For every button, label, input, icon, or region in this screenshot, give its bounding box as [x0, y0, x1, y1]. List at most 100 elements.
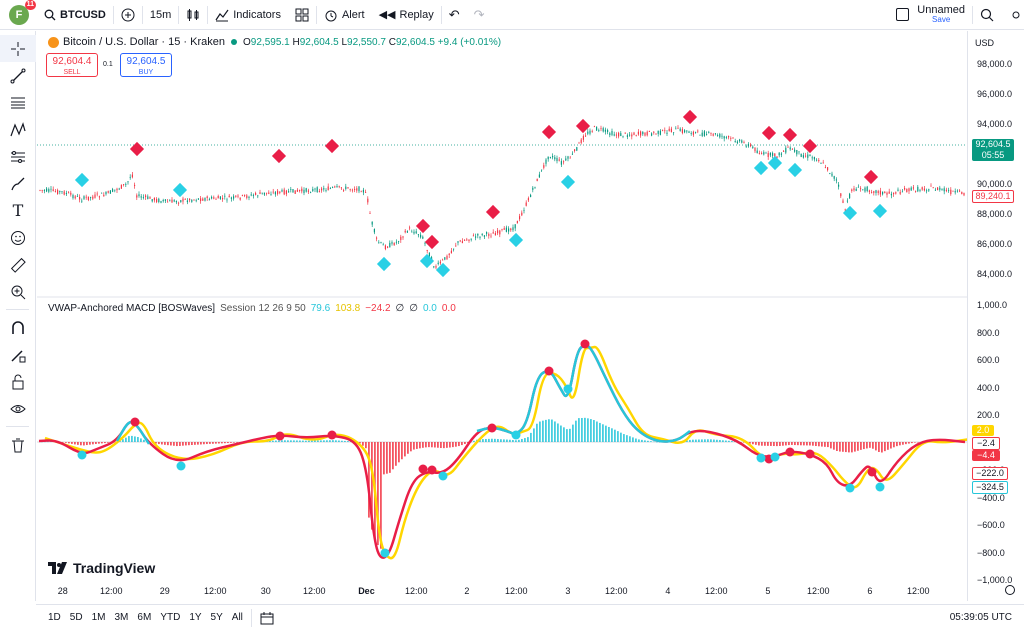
replay-button[interactable]: ◀◀ Replay [378, 8, 434, 22]
histogram-bar [398, 442, 400, 463]
lock-drawings-tool[interactable] [0, 368, 36, 395]
price-axis[interactable] [967, 31, 1024, 601]
candle-body [140, 196, 142, 198]
range-button-6m[interactable]: 6M [137, 612, 152, 623]
candle-body [222, 198, 224, 200]
candle-body [772, 153, 774, 156]
buy-signal-diamond [787, 162, 803, 178]
layout-button[interactable]: Unnamed Save [889, 0, 972, 30]
chart-type-button[interactable] [179, 0, 207, 30]
goto-realtime-icon[interactable] [1005, 585, 1015, 595]
divider [112, 5, 114, 24]
trend-line-tool[interactable] [0, 62, 36, 89]
text-tool[interactable]: T [0, 197, 36, 224]
measure-tool[interactable] [0, 251, 36, 278]
histogram-bar [629, 436, 631, 442]
macd-axis-label: 800.0 [977, 327, 1000, 338]
indicators-button[interactable]: Indicators [208, 0, 288, 30]
candle-body [556, 157, 558, 162]
histogram-bar [437, 442, 439, 448]
time-axis-label: 12:00 [505, 586, 528, 596]
candle-body [184, 199, 186, 200]
histogram-bar [383, 442, 385, 475]
utc-clock[interactable]: 05:39:05 UTC [949, 612, 1012, 623]
candle-body [884, 191, 886, 194]
indicator-legend[interactable]: VWAP-Anchored MACD [BOSWaves] Session 12… [48, 303, 456, 314]
fib-tool[interactable] [0, 89, 36, 116]
settings-button[interactable] [1001, 0, 1024, 30]
templates-button[interactable] [288, 0, 316, 30]
candle-body [939, 187, 941, 190]
histogram-bar [797, 442, 799, 446]
range-button-5d[interactable]: 5D [69, 612, 83, 623]
crosshair-tool[interactable] [0, 35, 36, 62]
histogram-bar [860, 442, 862, 450]
range-button-1y[interactable]: 1Y [189, 612, 202, 623]
brush-tool[interactable] [0, 170, 36, 197]
symbol-search-button[interactable]: BTCUSD [37, 0, 113, 30]
forecast-tool[interactable] [0, 143, 36, 170]
range-button-3m[interactable]: 3M [114, 612, 129, 623]
sell-signal-diamond [802, 138, 818, 154]
candle-body [389, 242, 391, 248]
macd-buy-dot [438, 471, 448, 481]
histogram-bar [590, 419, 592, 442]
redo-button[interactable]: ↷ [467, 0, 492, 30]
compare-button[interactable] [114, 0, 142, 30]
hide-drawings-tool[interactable] [0, 395, 36, 422]
alert-button[interactable]: Alert [317, 0, 372, 30]
candle-body [710, 133, 712, 135]
candle-body [129, 176, 131, 178]
series-title[interactable]: Bitcoin / U.S. Dollar · 15 · Kraken [63, 36, 226, 48]
candle-body [404, 230, 406, 233]
candle-body [259, 192, 261, 194]
candle-body [954, 191, 956, 193]
range-button-1d[interactable]: 1D [48, 612, 61, 623]
macd-buy-dot [563, 384, 573, 394]
undo-button[interactable]: ↶ [442, 0, 467, 30]
macd-sell-dot [487, 423, 497, 433]
sell-button[interactable]: 92,604.4 SELL [46, 53, 98, 77]
candle-body [248, 196, 250, 198]
histogram-bar [455, 442, 457, 447]
candle-body [677, 127, 679, 129]
candle-body [323, 188, 325, 190]
candle-body [145, 195, 147, 198]
candle-body [923, 188, 925, 191]
magnet-tool[interactable] [0, 314, 36, 341]
range-button-ytd[interactable]: YTD [160, 612, 181, 623]
pattern-tool[interactable] [0, 116, 36, 143]
histogram-bar [62, 442, 64, 443]
candle-body [750, 144, 752, 147]
price-axis-label: 90,000.0 [977, 179, 1013, 189]
histogram-bar [491, 438, 493, 442]
bottom-toolbar: 1D 5D 1M 3M 6M YTD 1Y 5Y All 05:39:05 UTC [36, 604, 1024, 630]
zoom-tool[interactable] [0, 278, 36, 305]
range-button-5y[interactable]: 5Y [210, 612, 223, 623]
icon-tool[interactable] [0, 224, 36, 251]
calendar-icon[interactable] [260, 611, 274, 625]
search-icon [44, 9, 56, 20]
range-button-1m[interactable]: 1M [91, 612, 106, 623]
stay-drawing-tool[interactable] [0, 341, 36, 368]
user-avatar[interactable]: F 11 [9, 0, 36, 25]
candle-body [778, 152, 780, 156]
candle-body [827, 167, 829, 171]
candle-body [125, 183, 127, 185]
price-axis-label: 88,000.0 [977, 209, 1013, 219]
currency-button[interactable]: USD [975, 38, 995, 48]
candle-body [635, 135, 637, 136]
range-button-all[interactable]: All [231, 612, 243, 623]
histogram-bar [428, 442, 430, 448]
histogram-bar [74, 442, 76, 445]
tradingview-logo[interactable]: TradingView [48, 560, 155, 576]
buy-button[interactable]: 92,604.5 BUY [120, 53, 172, 77]
remove-drawings-tool[interactable] [0, 431, 36, 458]
candle-body [943, 188, 945, 192]
interval-button[interactable]: 15m [149, 8, 172, 21]
crosshair-icon [11, 41, 25, 56]
quick-search-button[interactable] [973, 0, 1001, 30]
histogram-bar [137, 437, 139, 442]
trend-line-icon [10, 68, 26, 83]
chart-canvas[interactable] [37, 31, 967, 601]
